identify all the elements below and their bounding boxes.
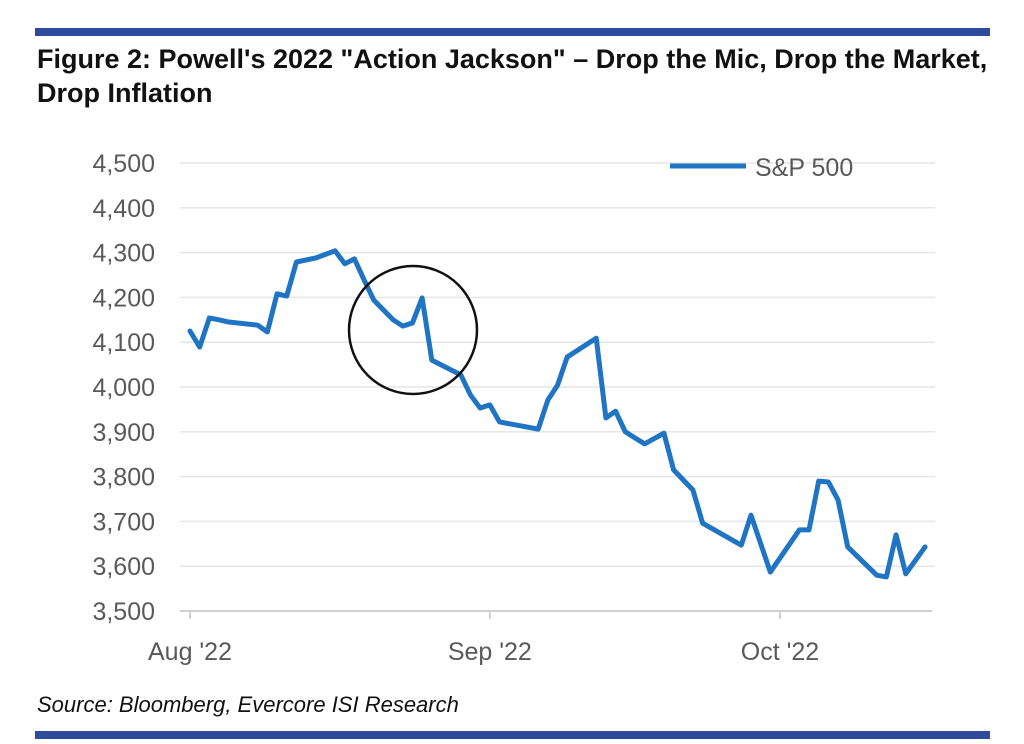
y-tick-label: 3,900: [92, 419, 155, 447]
legend-label: S&P 500: [755, 154, 853, 182]
sp500-line: [187, 248, 928, 580]
annotation-circle: [347, 264, 479, 396]
y-tick-label: 4,500: [92, 150, 155, 178]
y-tick-label: 3,500: [92, 598, 155, 626]
x-tick-label: Oct '22: [741, 638, 819, 666]
y-tick-label: 4,200: [92, 284, 155, 312]
bottom-rule: [35, 731, 990, 739]
x-tick-label: Sep '22: [448, 638, 532, 666]
source-note: Source: Bloomberg, Evercore ISI Research: [37, 692, 459, 717]
y-tick-label: 3,800: [92, 464, 155, 492]
x-tick-label: Aug '22: [148, 638, 232, 666]
chart-title: Figure 2: Powell's 2022 "Action Jackson"…: [37, 44, 988, 108]
y-tick-label: 4,400: [92, 195, 155, 223]
y-tick-label: 4,000: [92, 374, 155, 402]
y-tick-label: 4,100: [92, 329, 155, 357]
y-tick-label: 3,600: [92, 553, 155, 581]
top-rule: [35, 28, 990, 36]
y-tick-label: 4,300: [92, 240, 155, 268]
y-tick-label: 3,700: [92, 508, 155, 536]
